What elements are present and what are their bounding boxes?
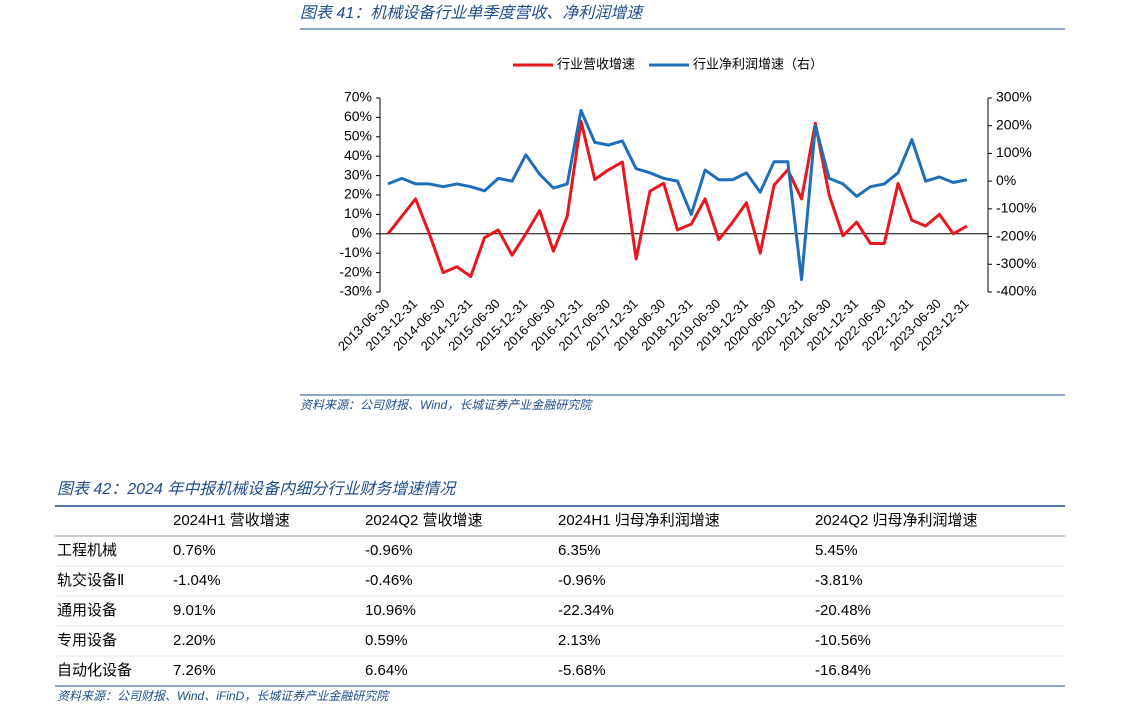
- table-cell: 0.59%: [365, 632, 408, 649]
- legend-label: 行业营收增速: [557, 56, 635, 71]
- table-source: 资料来源：公司财报、Wind、iFinD，长城证券产业金融研究院: [57, 689, 390, 703]
- y-tick-label: -30%: [339, 283, 372, 299]
- y-tick-label: 70%: [344, 89, 372, 105]
- y-tick-label: 30%: [344, 166, 372, 182]
- legend-label: 行业净利润增速（右）: [693, 56, 823, 71]
- table-cell: 专用设备: [57, 632, 117, 649]
- series-line: [387, 108, 968, 282]
- table-cell: 6.35%: [558, 542, 601, 559]
- table-cell: -0.96%: [558, 572, 606, 589]
- table-cell: 5.45%: [815, 542, 858, 559]
- y-tick-label: -20%: [339, 263, 372, 279]
- y-tick-label: -10%: [339, 244, 372, 260]
- table-cell: -1.04%: [173, 572, 221, 589]
- table-header: 2024Q2 营收增速: [365, 512, 483, 529]
- series-line: [386, 119, 968, 278]
- table-header: 2024Q2 归母净利润增速: [815, 512, 978, 529]
- y-tick-label: 20%: [344, 186, 372, 202]
- y-tick-label: 10%: [344, 205, 372, 221]
- table-cell: -0.96%: [365, 542, 413, 559]
- table-cell: -3.81%: [815, 572, 863, 589]
- table-cell: 2.13%: [558, 632, 601, 649]
- table-cell: 0.76%: [173, 542, 216, 559]
- table-header: 2024H1 营收增速: [173, 512, 290, 529]
- table-cell: -10.56%: [815, 632, 871, 649]
- y-tick-label: 60%: [344, 108, 372, 124]
- table-cell: 10.96%: [365, 602, 416, 619]
- y-tick-label: 50%: [344, 128, 372, 144]
- y-tick-label: 0%: [352, 225, 372, 241]
- y2-tick-label: 200%: [996, 116, 1032, 132]
- chart-source: 资料来源：公司财报、Wind，长城证券产业金融研究院: [300, 398, 593, 412]
- table-cell: 轨交设备Ⅱ: [57, 571, 124, 589]
- y2-tick-label: -100%: [996, 200, 1036, 216]
- table-cell: 6.64%: [365, 662, 408, 679]
- table-cell: -0.46%: [365, 572, 413, 589]
- table-cell: -5.68%: [558, 662, 606, 679]
- y2-tick-label: -400%: [996, 283, 1036, 299]
- table-cell: 自动化设备: [57, 662, 132, 679]
- table-header: 2024H1 归母净利润增速: [558, 512, 720, 529]
- y2-tick-label: -300%: [996, 255, 1036, 271]
- table-cell: 通用设备: [57, 602, 117, 619]
- table-cell: -16.84%: [815, 662, 871, 679]
- table-cell: -20.48%: [815, 602, 871, 619]
- y2-tick-label: -200%: [996, 227, 1036, 243]
- y2-tick-label: 0%: [996, 172, 1016, 188]
- table-title: 图表 42：2024 年中报机械设备内细分行业财务增速情况: [57, 480, 457, 498]
- y-tick-label: 40%: [344, 147, 372, 163]
- y2-tick-label: 100%: [996, 144, 1032, 160]
- table-cell: 2.20%: [173, 632, 216, 649]
- table-cell: -22.34%: [558, 602, 614, 619]
- y2-tick-label: 300%: [996, 89, 1032, 105]
- table-cell: 9.01%: [173, 602, 216, 619]
- chart-title: 图表 41：机械设备行业单季度营收、净利润增速: [300, 4, 645, 22]
- table-cell: 7.26%: [173, 662, 216, 679]
- table-cell: 工程机械: [57, 542, 117, 559]
